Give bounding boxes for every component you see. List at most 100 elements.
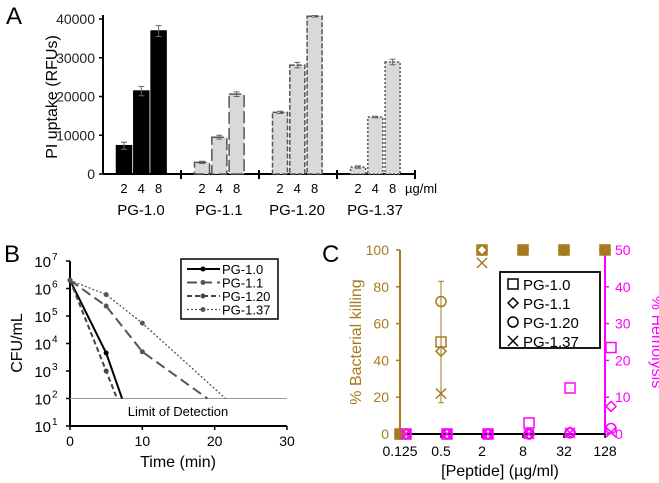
group-label: PG-1.20 (269, 202, 325, 219)
legend-marker (200, 280, 206, 285)
dose-label: 4 (294, 181, 301, 196)
legend-marker-PG-1.1 (506, 296, 520, 310)
right-y-tick-label: 0 (615, 426, 623, 442)
x-tick-label: 10 (135, 433, 151, 449)
x-tick-label: 30 (279, 433, 295, 449)
series-line-PG-1.20 (69, 279, 118, 399)
hemolysis-point-PG-1.37 (482, 428, 494, 440)
data-point-PG-1.20 (103, 368, 109, 374)
y-tick-exponent: 1 (52, 417, 58, 428)
y-tick-label: 0 (87, 166, 95, 182)
error-bar (199, 160, 205, 165)
x-axis-label: [Peptide] (µg/ml) (441, 463, 559, 480)
bar-PG-1.1-8 (228, 93, 245, 175)
bar-PG-1.0-4 (133, 90, 150, 175)
chart-c: 0 20 40 60 80 100 0 10 20 30 40 50 0.125 0.5 2 8 32 128 [P… (348, 242, 659, 480)
hemolysis-point-PG-1.20 (564, 427, 576, 439)
bar-PG-1.20-4 (289, 64, 306, 175)
bar-PG-1.20-8 (306, 15, 323, 175)
legend-marker (200, 293, 206, 299)
group-label: PG-1.1 (195, 202, 243, 219)
legend-box (180, 258, 279, 320)
killing-point-PG-1.37 (476, 257, 488, 269)
legend-label: PG-1.37 (222, 303, 270, 318)
error-bar (389, 58, 396, 66)
left-y-axis-label: % Bacterial killing (348, 279, 365, 404)
legend-marker-PG-1.20 (507, 316, 519, 328)
bar-PG-1.37-8 (384, 61, 401, 175)
y-tick-exponent: 6 (52, 280, 58, 291)
left-y-tick-label: 40 (373, 352, 389, 368)
panel-label-c: C (322, 241, 339, 268)
hemolysis-point-PG-1.37 (564, 427, 576, 439)
killing-point-PG-1.20 (476, 244, 488, 256)
y-tick-label: 10 (34, 419, 51, 436)
y-axis-label: CFU/mL (9, 313, 26, 373)
left-y-tick-label: 20 (373, 389, 389, 405)
group-label: PG-1.0 (117, 202, 165, 219)
x-tick-label: 2 (478, 443, 486, 459)
legend-marker (200, 266, 206, 272)
killing-point-PG-1.20 (435, 295, 447, 308)
hemolysis-point-PG-1.20 (523, 428, 535, 440)
dose-label: 4 (372, 181, 379, 196)
error-bar (372, 115, 379, 119)
y-tick-label: 10000 (56, 127, 95, 143)
legend-label: PG-1.37 (523, 334, 579, 351)
legend-label: PG-1.1 (523, 296, 571, 313)
data-point-PG-1.1 (139, 349, 145, 355)
hemolysis-point-PG-1.37 (400, 428, 412, 440)
hemolysis-point-PG-1.20 (482, 428, 494, 440)
y-tick-label: 10 (34, 337, 51, 354)
hemolysis-point-PG-1.20 (441, 428, 453, 440)
right-y-tick-label: 20 (615, 352, 631, 368)
y-tick-exponent: 5 (52, 307, 58, 318)
bar-PG-1.1-4 (211, 136, 228, 175)
killing-point-PG-1.20 (558, 244, 570, 256)
y-tick-exponent: 7 (52, 252, 58, 263)
bar-PG-1.20-2 (271, 111, 289, 175)
dose-label: 4 (138, 181, 145, 196)
x-axis-label: Time (min) (140, 454, 216, 471)
series-line-PG-1.1 (69, 279, 209, 400)
right-y-tick-label: 10 (615, 389, 631, 405)
y-tick-label: 10 (34, 309, 51, 326)
error-bar (294, 61, 301, 69)
data-point-PG-1.37 (67, 277, 73, 283)
hemolysis-point-PG-1.0 (605, 341, 617, 354)
y-tick-label: 20000 (56, 89, 95, 105)
y-tick-label: 10 (34, 392, 51, 409)
legend-box (499, 271, 601, 349)
dose-label: 4 (216, 181, 223, 196)
killing-point-PG-1.20 (517, 244, 529, 256)
legend-label: PG-1.0 (523, 277, 571, 294)
error-bar (138, 85, 145, 97)
error-bar (216, 134, 223, 140)
x-tick-label: 128 (593, 443, 617, 459)
unit-label: µg/ml (405, 181, 437, 196)
hemolysis-point-PG-1.37 (523, 428, 535, 440)
left-y-tick-label: 100 (366, 242, 390, 258)
dose-label: 2 (198, 181, 205, 196)
x-tick-label: 0 (66, 433, 74, 449)
dose-label: 2 (276, 181, 283, 196)
dose-label: 8 (155, 181, 162, 196)
data-point-PG-1.37 (103, 292, 109, 298)
left-y-tick-label: 60 (373, 316, 389, 332)
x-tick-label: 0.5 (431, 443, 451, 459)
dose-label: 8 (233, 181, 240, 196)
left-y-tick-label: 80 (373, 279, 389, 295)
hemolysis-point-PG-1.37 (441, 428, 453, 440)
y-tick-label: 30000 (56, 50, 95, 66)
right-y-tick-label: 30 (615, 316, 631, 332)
y-tick-label: 10 (34, 364, 51, 381)
y-tick-exponent: 2 (52, 390, 58, 401)
dose-label: 2 (120, 181, 127, 196)
panel-label-b: B (4, 241, 20, 268)
y-tick-label: 40000 (56, 11, 95, 27)
x-tick-label: 20 (207, 433, 223, 449)
legend-marker-PG-1.37 (507, 335, 519, 347)
bar-PG-1.37-4 (367, 116, 384, 175)
bar-PG-1.1-2 (193, 161, 211, 175)
